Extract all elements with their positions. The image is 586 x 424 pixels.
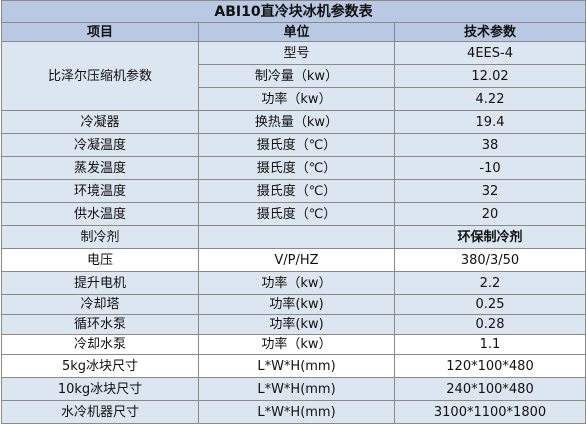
item-cell: 冷凝温度 (1, 133, 199, 157)
table-row: 比泽尔压缩机参数 型号 4EES-4 (1, 41, 586, 111)
item-cell: 5kg冰块尺寸 (1, 354, 199, 378)
header-param: 技术参数 (393, 22, 586, 42)
table-row: 水冷机器尺寸 L*W*H(mm) 3100*1100*1800 (1, 400, 586, 424)
unit-cell: V/P/HZ (198, 248, 395, 272)
item-cell: 水冷机器尺寸 (1, 400, 199, 424)
header-item: 项目 (1, 22, 199, 42)
unit-cell: 摄氏度（℃） (198, 156, 395, 180)
unit-cell: 摄氏度（℃） (198, 179, 395, 203)
table-row: 冷却塔 功率(kw) 0.25 (1, 294, 586, 315)
table-row: 功率（kw） 4.22 (2, 87, 586, 111)
item-cell: 冷却水泵 (1, 334, 199, 355)
value-cell: -10 (393, 156, 586, 180)
item-cell: 10kg冰块尺寸 (1, 377, 199, 401)
item-cell: 环境温度 (1, 179, 199, 203)
unit-cell: 型号 (198, 41, 395, 65)
value-cell: 4EES-4 (393, 41, 586, 65)
unit-cell: 功率(kw) (198, 314, 395, 335)
value-cell: 19.4 (393, 110, 586, 134)
header-unit: 单位 (198, 22, 395, 42)
value-cell: 3100*1100*1800 (393, 400, 586, 424)
table-row: 电压 V/P/HZ 380/3/50 (1, 248, 586, 272)
item-cell: 制冷剂 (1, 225, 199, 249)
value-cell: 380/3/50 (393, 248, 586, 272)
table-row: 蒸发温度 摄氏度（℃） -10 (1, 156, 586, 180)
table-row: 制冷剂 环保制冷剂 (1, 225, 586, 249)
compressor-label: 比泽尔压缩机参数 (1, 41, 199, 111)
unit-cell: 换热量（kw） (198, 110, 395, 134)
unit-cell: 功率（kw） (198, 334, 395, 355)
value-cell: 38 (393, 133, 586, 157)
header-row: 项目 单位 技术参数 (1, 22, 586, 42)
value-cell: 20 (393, 202, 586, 226)
table-row: 冷凝器 换热量（kw） 19.4 (1, 110, 586, 134)
unit-cell: 功率(kw) (198, 294, 395, 315)
unit-cell: L*W*H(mm) (198, 377, 395, 401)
table-row: 冷凝温度 摄氏度（℃） 38 (1, 133, 586, 157)
unit-cell: L*W*H(mm) (198, 400, 395, 424)
value-cell: 12.02 (393, 64, 586, 88)
table-row: 环境温度 摄氏度（℃） 32 (1, 179, 586, 203)
item-cell: 供水温度 (1, 202, 199, 226)
value-cell: 4.22 (393, 87, 586, 111)
item-cell: 电压 (1, 248, 199, 272)
value-cell: 0.25 (393, 294, 586, 315)
unit-cell (198, 225, 395, 249)
value-cell: 32 (393, 179, 586, 203)
table-row: 提升电机 功率（kw） 2.2 (1, 271, 586, 295)
item-cell: 循环水泵 (1, 314, 199, 335)
value-cell: 120*100*480 (393, 354, 586, 378)
unit-cell: 功率（kw） (198, 87, 395, 111)
table-row: 供水温度 摄氏度（℃） 20 (1, 202, 586, 226)
value-cell: 0.28 (393, 314, 586, 335)
value-cell: 2.2 (393, 271, 586, 295)
value-cell: 240*100*480 (393, 377, 586, 401)
title-row: ABI10直冷块冰机参数表 (0, 0, 586, 23)
unit-cell: 功率（kw） (198, 271, 395, 295)
table-row: 冷却水泵 功率（kw） 1.1 (1, 334, 586, 355)
unit-cell: 摄氏度（℃） (198, 133, 395, 157)
unit-cell: 制冷量（kw） (198, 64, 395, 88)
table-row: 循环水泵 功率(kw) 0.28 (1, 314, 586, 335)
item-cell: 冷凝器 (1, 110, 199, 134)
table-row: 5kg冰块尺寸 L*W*H(mm) 120*100*480 (1, 354, 586, 378)
unit-cell: L*W*H(mm) (198, 354, 395, 378)
value-cell: 1.1 (393, 334, 586, 355)
table-row: 10kg冰块尺寸 L*W*H(mm) 240*100*480 (1, 377, 586, 401)
item-cell: 冷却塔 (1, 294, 199, 315)
value-cell: 环保制冷剂 (393, 225, 586, 249)
unit-cell: 摄氏度（℃） (198, 202, 395, 226)
item-cell: 提升电机 (1, 271, 199, 295)
item-cell: 蒸发温度 (1, 156, 199, 180)
table-title: ABI10直冷块冰机参数表 (0, 0, 586, 23)
